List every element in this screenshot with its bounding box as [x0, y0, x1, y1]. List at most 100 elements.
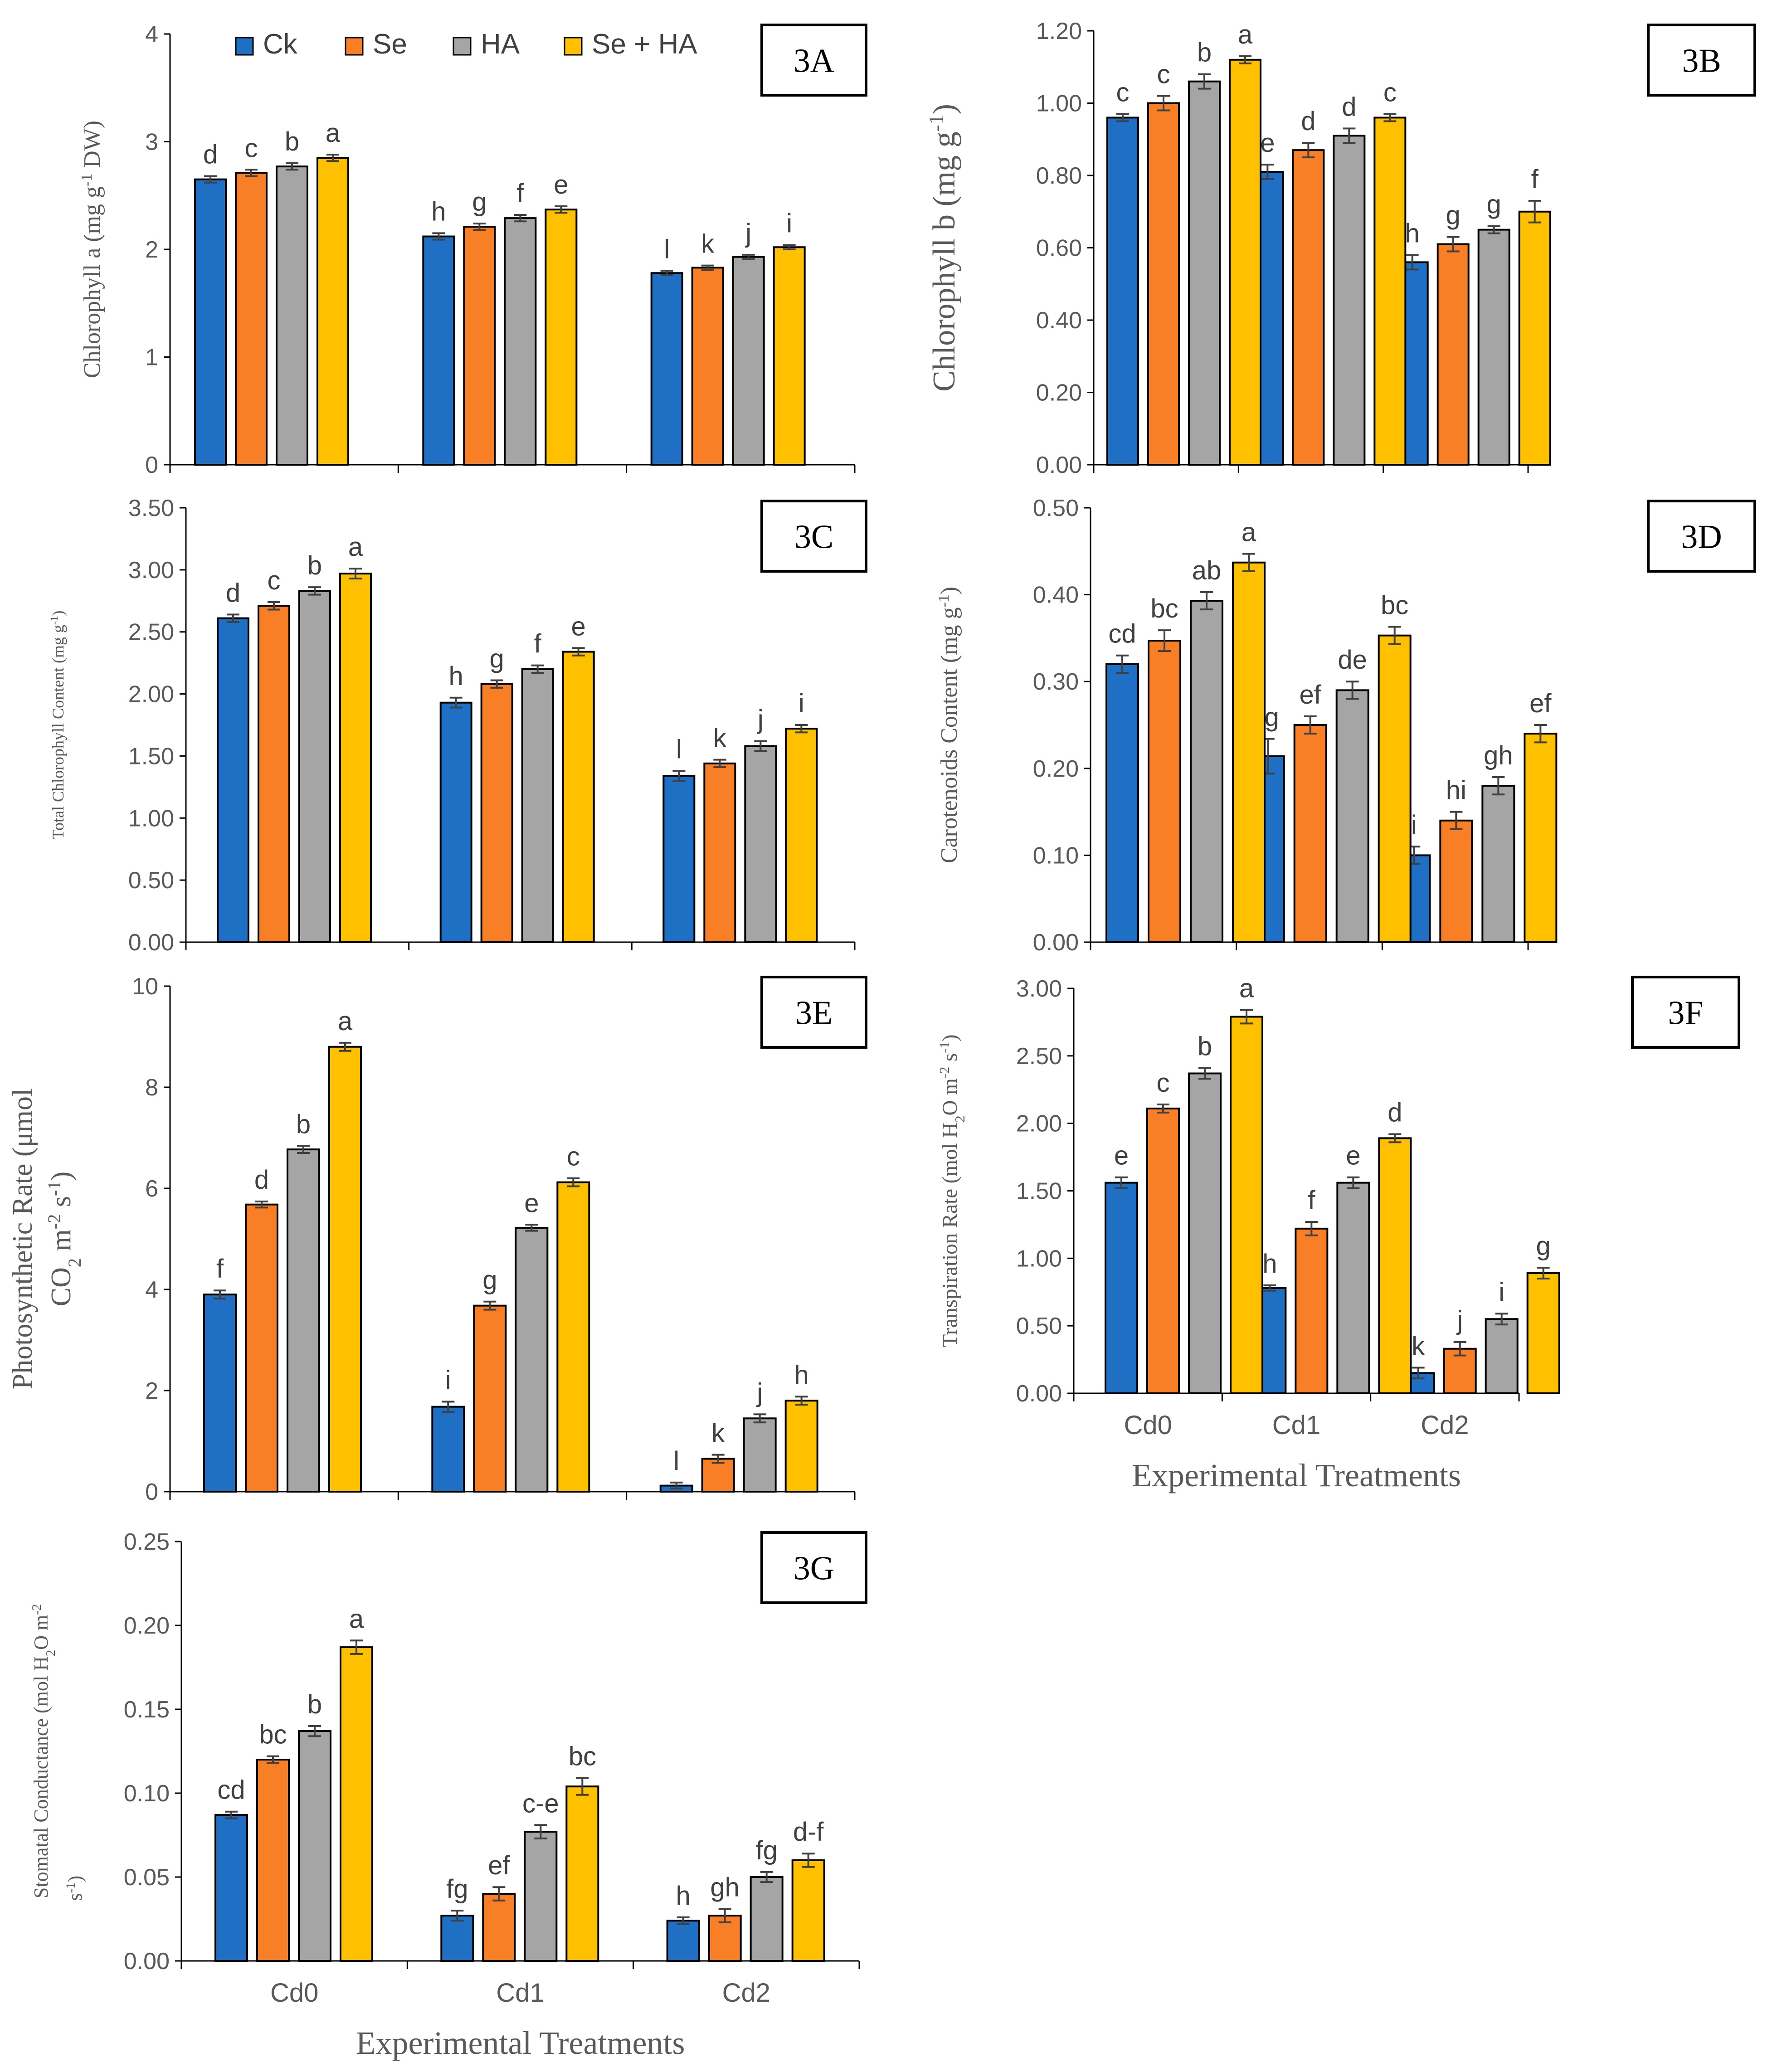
bar-ha-cd1 [504, 217, 537, 466]
y-tick-label: 0.80 [1036, 163, 1082, 189]
y-axis-title-group: Photosynthetic Rate (μmol CO2 m-2 s-1) [7, 1089, 85, 1390]
panel-label-box [760, 1531, 867, 1604]
bar-seha-cd2 [785, 728, 818, 943]
y-axis-title-part: s [64, 1893, 86, 1901]
significance-letter: a [349, 1604, 364, 1634]
panel-label: 3C [794, 519, 833, 556]
y-axis-title-part: ) [64, 1876, 86, 1882]
significance-letter: j [1456, 1306, 1463, 1335]
bar-seha-cd0 [340, 1646, 373, 1962]
y-axis-title-part: -1 [925, 114, 948, 131]
bar-se-cd1 [482, 1893, 516, 1962]
y-axis-title-group: Stomatal Conductance (mol H2O m-2 s-1) [30, 1604, 87, 1901]
bar-ha-cd1 [1333, 135, 1366, 466]
y-tick-label: 0.20 [1036, 380, 1082, 406]
x-category-label: Cd2 [722, 1978, 770, 2008]
y-tick-label: 6 [145, 1176, 158, 1202]
y-tick-label: 1.50 [128, 743, 174, 769]
y-tick-label: 1.20 [1036, 18, 1082, 44]
significance-letter: g [472, 187, 487, 217]
bar-seha-cd2 [1518, 210, 1551, 466]
significance-letter: e [554, 170, 568, 199]
bar-ha-cd2 [1485, 1318, 1519, 1395]
bar-ck-cd1 [440, 1915, 474, 1962]
y-tick-label: 0.00 [124, 1948, 170, 1975]
significance-letter: bc [1150, 594, 1178, 623]
bar-seha-cd2 [1524, 733, 1558, 944]
y-tick-label: 0.50 [1016, 1313, 1062, 1339]
x-axis-title: Experimental Treatments [356, 2025, 685, 2061]
significance-letter: i [786, 209, 792, 238]
bar-se-cd1 [480, 683, 513, 944]
bar-seha-cd2 [773, 246, 806, 466]
chart-panel-3C: 0.00 0.50 1.00 1.50 2.00 2.50 3.00 3.50 d h l c g k b f… [49, 495, 867, 956]
y-axis-title-part: 2 [64, 1258, 85, 1267]
x-category-label: Cd0 [270, 1978, 318, 2008]
significance-letter: a [326, 118, 341, 148]
bar-se-cd0 [235, 172, 268, 466]
significance-letter: bc [259, 1720, 287, 1750]
y-axis-title-part: s [938, 1053, 962, 1067]
significance-letter: b [1198, 1032, 1212, 1061]
significance-letter: c [1157, 1068, 1170, 1098]
y-axis-title-part: Carotenoids Content (mg g [936, 607, 962, 863]
y-tick-label: 0.00 [128, 929, 174, 956]
bar-ha-cd1 [515, 1226, 549, 1493]
y-axis-title-part: Transpiration Rate (mol H [938, 1123, 962, 1347]
significance-letter: hi [1446, 776, 1466, 805]
significance-letter: j [756, 1378, 763, 1407]
significance-letter: e [1260, 128, 1275, 158]
significance-letter: i [445, 1366, 451, 1395]
significance-letter: ef [1529, 689, 1552, 718]
x-axis-title: Experimental Treatments [1132, 1457, 1461, 1493]
bar-ha-cd2 [1481, 785, 1515, 943]
significance-letter: d [254, 1165, 269, 1195]
y-tick-label: 0.15 [124, 1697, 170, 1723]
y-axis-title-part: -2 [937, 1067, 952, 1078]
significance-letter: c [567, 1142, 580, 1172]
y-axis-title-part: CO [46, 1267, 77, 1306]
bar-ck-cd0 [1105, 1182, 1138, 1394]
significance-letter: d [226, 578, 240, 608]
x-category-label: Cd1 [496, 1978, 544, 2008]
bar-se-cd0 [1148, 640, 1181, 943]
x-category-label: Cd1 [1272, 1411, 1320, 1440]
significance-letter: gh [710, 1873, 740, 1902]
y-tick-label: 0.50 [128, 867, 174, 894]
y-tick-label: 1.00 [1016, 1245, 1062, 1272]
y-axis-title-part: -1 [935, 594, 952, 607]
y-tick-label: 0.20 [124, 1613, 170, 1639]
bar-seha-cd2 [1526, 1272, 1560, 1394]
y-tick-label: 0.40 [1036, 307, 1082, 334]
significance-letter: b [307, 551, 322, 580]
y-axis-title: Total Chlorophyll Content (mg g-1) [49, 611, 67, 840]
significance-letter: i [1411, 810, 1417, 840]
significance-letter: h [1405, 219, 1420, 248]
y-axis-title-part: 2 [44, 1650, 58, 1656]
bar-ha-cd0 [298, 590, 331, 943]
y-axis-title: Chlorophyll b (mg g-1) [925, 104, 962, 392]
y-axis-title-part: Total Chlorophyll Content (mg g [49, 625, 67, 839]
bar-seha-cd0 [316, 157, 349, 466]
y-axis-title: Carotenoids Content (mg g-1) [935, 587, 963, 863]
significance-letter: de [1338, 645, 1367, 675]
bar-se-cd0 [245, 1203, 278, 1493]
bar-ck-cd1 [422, 235, 455, 466]
y-tick-label: 4 [145, 21, 158, 48]
y-tick-label: 3.00 [1016, 976, 1062, 1002]
significance-letter: a [1242, 518, 1256, 547]
bar-ck-cd0 [1106, 117, 1139, 466]
bar-se-cd1 [463, 226, 496, 466]
y-axis-title-part: O m [938, 1078, 962, 1115]
legend-swatch-0 [235, 37, 254, 56]
chart-panel-3F: 0.00 0.50 1.00 1.50 2.00 2.50 3.00 e h k c f j b e i a d g… [937, 974, 1740, 1493]
bar-seha-cd0 [1229, 58, 1261, 466]
significance-letter: j [745, 219, 751, 248]
y-axis-title-part: -1 [44, 1181, 64, 1196]
significance-letter: gh [1484, 741, 1513, 770]
significance-letter: f [216, 1254, 224, 1284]
significance-letter: cd [1108, 619, 1136, 649]
significance-letter: e [571, 612, 586, 641]
bar-ha-cd0 [298, 1730, 331, 1962]
significance-letter: b [296, 1109, 311, 1139]
